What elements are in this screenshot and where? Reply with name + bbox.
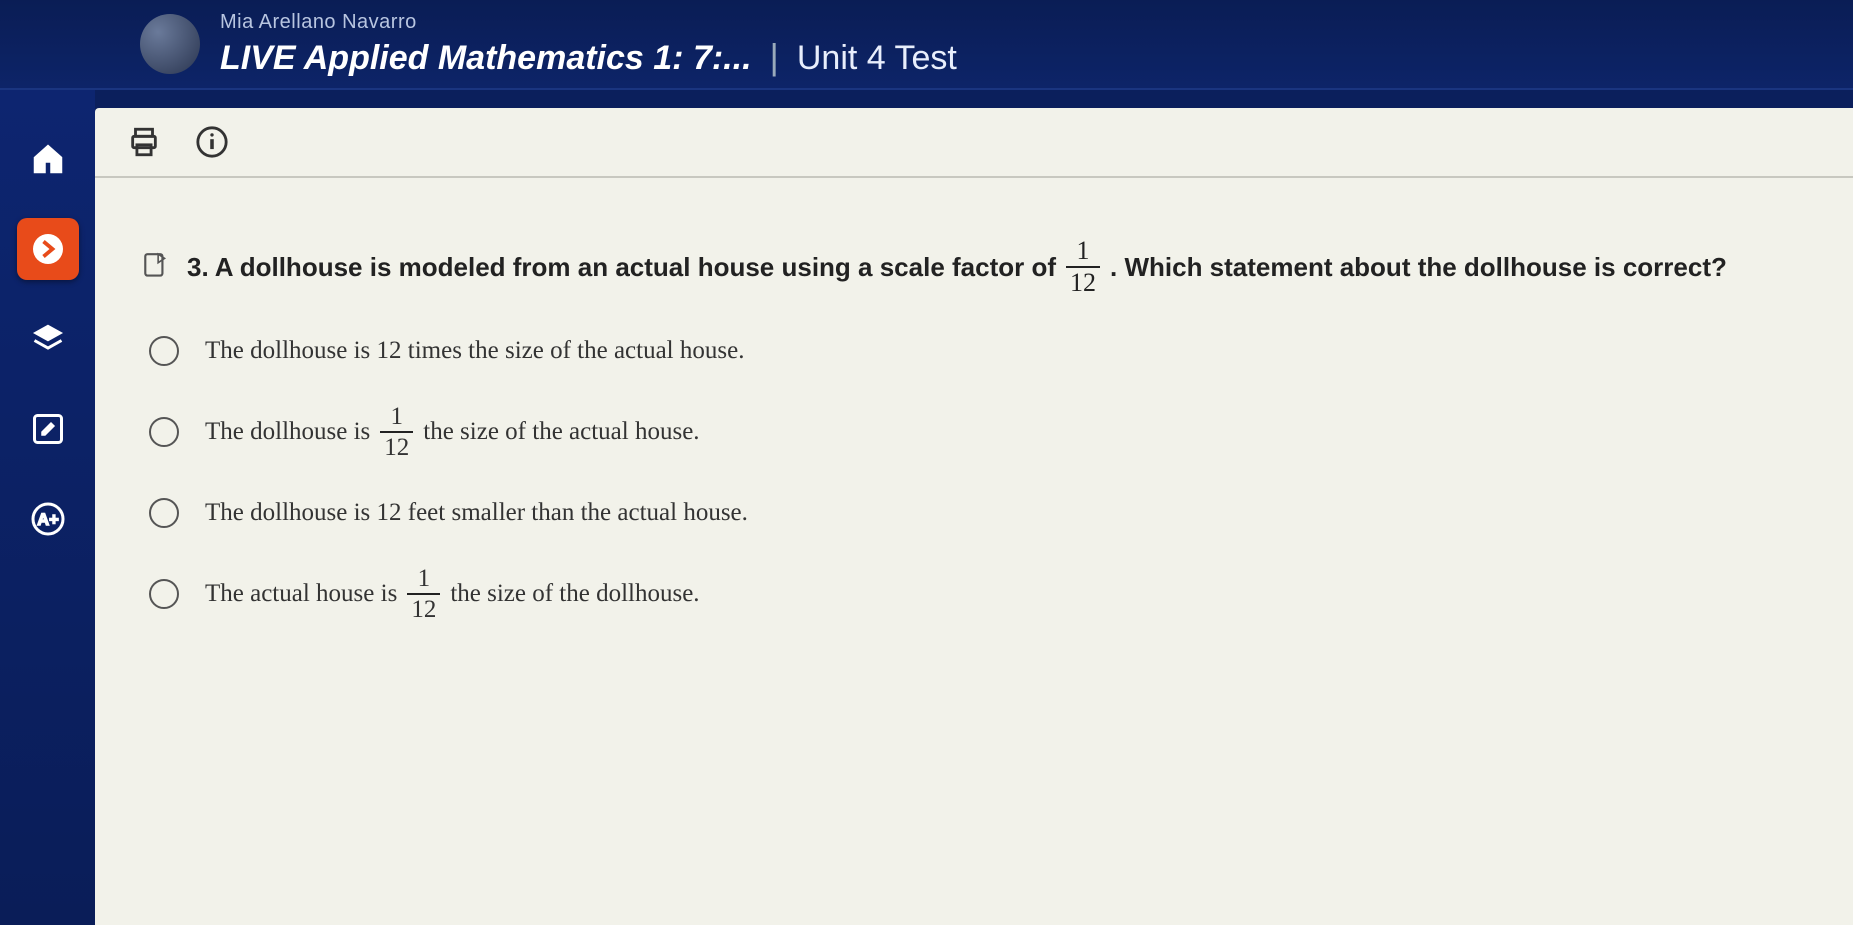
title-divider: | xyxy=(770,36,779,78)
radio-c[interactable] xyxy=(149,498,179,528)
svg-text:A+: A+ xyxy=(37,511,59,529)
print-button[interactable] xyxy=(127,125,161,159)
print-icon xyxy=(127,125,161,159)
arrow-right-icon xyxy=(30,231,66,267)
layers-button[interactable] xyxy=(17,308,79,370)
content-panel: 3. A dollhouse is modeled from an actual… xyxy=(95,108,1853,925)
layers-icon xyxy=(30,321,66,357)
option-b[interactable]: The dollhouse is 1 12 the size of the ac… xyxy=(149,404,1813,460)
radio-b[interactable] xyxy=(149,417,179,447)
options-list: The dollhouse is 12 times the size of th… xyxy=(143,336,1813,622)
a-plus-icon: A+ xyxy=(30,501,66,537)
header-text: Mia Arellano Navarro LIVE Applied Mathem… xyxy=(220,11,957,78)
option-a-text: The dollhouse is 12 times the size of th… xyxy=(205,337,744,365)
question-text-after: . Which statement about the dollhouse is… xyxy=(1110,252,1727,283)
radio-d[interactable] xyxy=(149,579,179,609)
info-icon xyxy=(195,125,229,159)
info-button[interactable] xyxy=(195,125,229,159)
option-d-after: the size of the dollhouse. xyxy=(450,580,699,608)
home-icon xyxy=(30,141,66,177)
option-d-fraction: 1 12 xyxy=(407,566,440,622)
edit-button[interactable] xyxy=(17,398,79,460)
radio-a[interactable] xyxy=(149,336,179,366)
toolbar xyxy=(95,108,1853,178)
question-fraction: 1 12 xyxy=(1066,238,1100,296)
flag-icon[interactable] xyxy=(143,252,169,282)
option-d-before: The actual house is xyxy=(205,580,397,608)
option-c-text: The dollhouse is 12 feet smaller than th… xyxy=(205,499,748,527)
question-area: 3. A dollhouse is modeled from an actual… xyxy=(95,178,1853,700)
unit-name: Unit 4 Test xyxy=(797,39,957,78)
home-button[interactable] xyxy=(17,128,79,190)
question-text-before: A dollhouse is modeled from an actual ho… xyxy=(215,252,1056,283)
app-header: Mia Arellano Navarro LIVE Applied Mathem… xyxy=(0,0,1853,90)
question-prompt: 3. A dollhouse is modeled from an actual… xyxy=(143,238,1813,296)
course-line: LIVE Applied Mathematics 1: 7:... | Unit… xyxy=(220,36,957,78)
option-c[interactable]: The dollhouse is 12 feet smaller than th… xyxy=(149,498,1813,528)
option-b-before: The dollhouse is xyxy=(205,418,370,446)
option-b-after: the size of the actual house. xyxy=(423,418,699,446)
next-button[interactable] xyxy=(17,218,79,280)
main-area: A+ 3. A dollhouse is modeled from an act… xyxy=(0,90,1853,925)
avatar xyxy=(140,14,200,74)
option-b-fraction: 1 12 xyxy=(380,404,413,460)
option-d[interactable]: The actual house is 1 12 the size of the… xyxy=(149,566,1813,622)
option-a[interactable]: The dollhouse is 12 times the size of th… xyxy=(149,336,1813,366)
question-number: 3. xyxy=(187,252,209,283)
edit-icon xyxy=(30,411,66,447)
student-name: Mia Arellano Navarro xyxy=(220,11,957,34)
grade-button[interactable]: A+ xyxy=(17,488,79,550)
sidebar: A+ xyxy=(0,90,95,925)
course-name: LIVE Applied Mathematics 1: 7:... xyxy=(220,39,752,78)
